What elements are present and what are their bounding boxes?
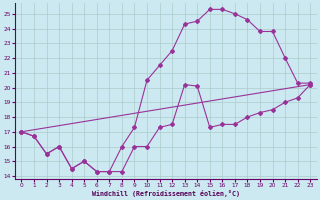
X-axis label: Windchill (Refroidissement éolien,°C): Windchill (Refroidissement éolien,°C) xyxy=(92,190,240,197)
